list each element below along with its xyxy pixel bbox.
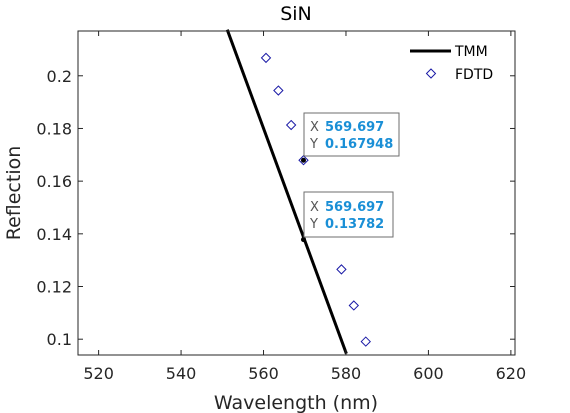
x-tick-label-620: 620 — [496, 364, 527, 383]
data-point-fdtd-0 — [260, 52, 272, 64]
y-tick-label-2: 0.14 — [36, 225, 72, 244]
datatip-1-y-key: Y — [309, 137, 318, 152]
datatip-2[interactable]: X 569.697 Y 0.13782 — [303, 191, 394, 238]
legend-label-tmm: TMM — [454, 44, 488, 60]
datatip-1-y-value: 0.167948 — [325, 137, 393, 152]
datatip-1-x-key: X — [310, 120, 319, 135]
x-axis: 520 540 560 580 600 620 — [83, 31, 526, 383]
data-point-fdtd-6 — [360, 336, 371, 347]
datatip-2-x-key: X — [310, 200, 319, 215]
y-tick-label-5: 0.2 — [47, 67, 72, 86]
datatip-2-y-value: 0.13782 — [325, 217, 384, 232]
y-axis-label: Reflection — [3, 146, 25, 241]
datatip-marker-2[interactable] — [300, 237, 306, 243]
data-point-fdtd-1 — [273, 85, 284, 96]
data-point-fdtd-3 — [298, 155, 309, 166]
x-tick-label-520: 520 — [83, 364, 114, 383]
data-point-fdtd-5 — [348, 300, 360, 311]
chart-title: SiN — [280, 3, 312, 25]
series-layer — [225, 29, 371, 355]
datatip-2-y-key: Y — [309, 217, 318, 232]
datatip-1-box — [303, 112, 400, 157]
x-tick-label-540: 540 — [166, 364, 197, 383]
x-tick-label-560: 560 — [248, 364, 279, 383]
datatip-1[interactable]: X 569.697 Y 0.167948 — [303, 112, 400, 157]
legend-label-fdtd: FDTD — [455, 67, 493, 83]
y-tick-label-0: 0.1 — [47, 330, 72, 349]
x-tick-label-580: 580 — [331, 364, 362, 383]
plot-area — [78, 31, 515, 355]
legend-swatch-fdtd — [425, 68, 437, 79]
y-tick-label-1: 0.12 — [36, 278, 72, 297]
datatip-2-x-value: 569.697 — [325, 200, 384, 215]
data-point-fdtd-4 — [336, 264, 347, 275]
y-tick-label-3: 0.16 — [36, 172, 72, 191]
datatip-marker-1[interactable] — [300, 157, 306, 163]
x-axis-label: Wavelength (nm) — [214, 392, 378, 413]
data-point-fdtd-2 — [285, 119, 297, 131]
datatip-2-box — [303, 191, 394, 238]
datatip-1-x-value: 569.697 — [325, 120, 384, 135]
axes-box — [77, 30, 516, 356]
legend: TMM FDTD — [410, 44, 493, 83]
y-axis: 0.1 0.12 0.14 0.16 0.18 0.2 — [36, 67, 515, 349]
x-tick-label-600: 600 — [413, 364, 444, 383]
series-line-tmm — [225, 29, 348, 355]
y-tick-label-4: 0.18 — [36, 119, 72, 138]
